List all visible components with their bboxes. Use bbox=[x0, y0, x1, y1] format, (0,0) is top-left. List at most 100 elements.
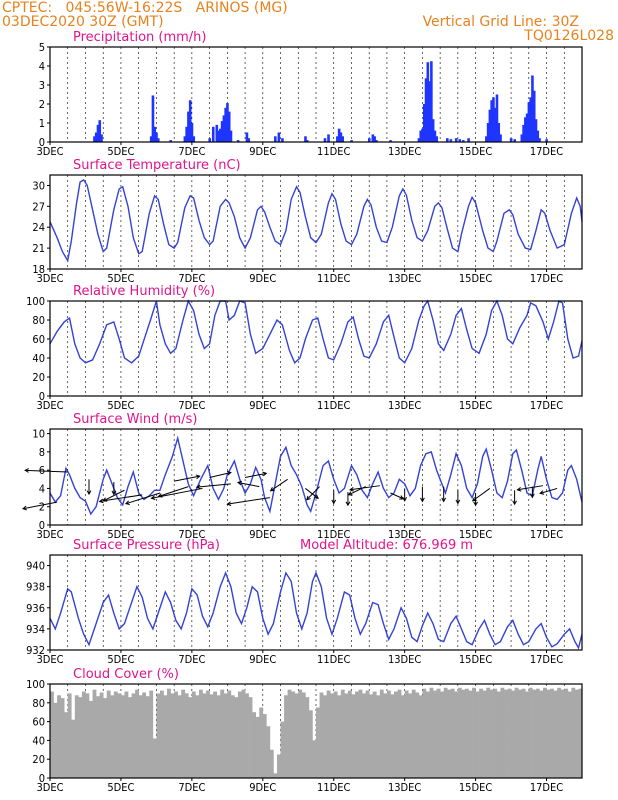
y-tick-label: 24 bbox=[32, 221, 45, 234]
y-tick-label: 2 bbox=[39, 501, 45, 514]
x-tick-label: 9DEC bbox=[249, 781, 276, 794]
precip-bar bbox=[281, 138, 284, 142]
precip-bar bbox=[149, 136, 153, 142]
cloud-bar bbox=[156, 693, 161, 778]
x-tick-label: 3DEC bbox=[36, 272, 63, 285]
cloud-bar bbox=[347, 690, 352, 778]
cloud-bar bbox=[262, 714, 267, 778]
wind-arrow-head bbox=[455, 499, 461, 505]
x-tick-label: 17DEC bbox=[530, 781, 563, 794]
cloud-bar bbox=[92, 689, 97, 778]
cloud-bar bbox=[415, 692, 420, 778]
wind-arrow bbox=[158, 486, 189, 497]
cloud-bar bbox=[344, 693, 349, 778]
wind-arrow bbox=[102, 489, 125, 502]
wind-arrow bbox=[196, 483, 231, 488]
cloud-bar bbox=[177, 695, 182, 778]
y-tick-label: 934 bbox=[26, 623, 45, 636]
precip-title: Precipitation (mm/h) bbox=[73, 30, 206, 45]
cloud-bar bbox=[574, 689, 579, 778]
wind-arrow-head bbox=[150, 495, 156, 500]
cloud-bar bbox=[266, 726, 271, 778]
cloud-bar bbox=[450, 688, 455, 778]
x-tick-label: 3DEC bbox=[36, 781, 63, 794]
cloud-panel: 0 20 40 60 80 100 3DEC 5DEC 7DEC 9DEC 11DEC 13DEC 15… bbox=[26, 667, 583, 794]
precip-bar bbox=[188, 100, 192, 142]
cloud-bar bbox=[234, 697, 239, 778]
cloud-bar bbox=[578, 688, 583, 778]
cloud-bar bbox=[294, 693, 299, 778]
x-tick-label: 7DEC bbox=[178, 528, 205, 541]
wind-arrow-head bbox=[512, 500, 517, 506]
y-tick-label: 10 bbox=[32, 428, 45, 441]
x-tick-label: 15DEC bbox=[459, 781, 492, 794]
wind-arrow bbox=[25, 469, 68, 473]
cloud-bar bbox=[493, 688, 498, 778]
precip-bar bbox=[375, 140, 378, 142]
y-tick-label: 4 bbox=[39, 60, 45, 73]
y-tick-label: 8 bbox=[39, 446, 45, 459]
wind-frame bbox=[49, 428, 583, 526]
y-tick-label: 100 bbox=[26, 678, 45, 691]
x-tick-label: 15DEC bbox=[459, 528, 492, 541]
cloud-bar bbox=[89, 700, 93, 778]
cloud-bar bbox=[379, 689, 384, 778]
cloud-bar bbox=[74, 695, 79, 778]
precip-bar bbox=[220, 121, 224, 142]
cloud-bar bbox=[227, 690, 232, 778]
cloud-bar bbox=[521, 688, 526, 778]
cloud-bar bbox=[50, 691, 54, 778]
x-tick-label: 13DEC bbox=[388, 653, 421, 666]
x-tick-label: 15DEC bbox=[459, 272, 492, 285]
cloud-bar bbox=[301, 692, 306, 778]
precip-bar bbox=[527, 102, 531, 142]
cloud-bar bbox=[142, 692, 147, 778]
precip-bar bbox=[100, 134, 103, 142]
precip-bar bbox=[486, 123, 490, 142]
cloud-bar bbox=[518, 689, 523, 778]
precip-bar bbox=[236, 140, 240, 142]
temp-line bbox=[49, 178, 583, 263]
precip-bar bbox=[368, 138, 371, 142]
wind-arrow-head bbox=[539, 490, 545, 495]
wind-arrow bbox=[237, 481, 260, 488]
y-tick-label: 0 bbox=[39, 519, 45, 532]
x-tick-label: 11DEC bbox=[317, 653, 350, 666]
wind-arrow-head bbox=[269, 487, 275, 492]
cloud-bar bbox=[167, 688, 171, 778]
cloud-bar bbox=[496, 691, 501, 778]
cloud-bar bbox=[443, 687, 448, 778]
cloud-bar bbox=[237, 691, 242, 778]
x-tick-label: 7DEC bbox=[178, 145, 205, 158]
x-tick-label: 15DEC bbox=[459, 399, 492, 412]
precip-bar bbox=[538, 138, 541, 142]
cloud-bar bbox=[553, 690, 558, 778]
pressure-panel: 932 934 936 938 940 3DEC 5DEC 7DEC 9DEC 11DEC 13DE… bbox=[26, 538, 583, 666]
y-tick-label: 40 bbox=[32, 352, 45, 365]
precip-bar bbox=[183, 136, 187, 142]
cloud-bar bbox=[319, 692, 324, 778]
cloud-bar bbox=[255, 716, 260, 778]
cloud-bar bbox=[316, 707, 320, 778]
x-tick-label: 5DEC bbox=[107, 272, 134, 285]
y-tick-label: 80 bbox=[32, 314, 45, 327]
cloud-bar bbox=[120, 695, 125, 778]
cloud-bar bbox=[216, 695, 221, 778]
x-tick-label: 9DEC bbox=[249, 528, 276, 541]
cloud-bar bbox=[284, 695, 288, 778]
precip-bar bbox=[217, 130, 220, 142]
precip-bar bbox=[422, 104, 426, 142]
cloud-bar bbox=[503, 689, 508, 778]
precip-bar bbox=[169, 140, 172, 142]
precip-bar bbox=[520, 134, 524, 142]
wind-arrow-head bbox=[529, 493, 535, 499]
precip-bar bbox=[488, 109, 492, 142]
cloud-bar bbox=[550, 688, 554, 778]
cloud-bar bbox=[96, 696, 100, 778]
wind-line bbox=[49, 435, 583, 516]
x-tick-label: 9DEC bbox=[249, 653, 276, 666]
wind-arrow-head bbox=[195, 484, 201, 490]
cloud-bar bbox=[252, 712, 257, 778]
y-tick-label: 940 bbox=[26, 560, 45, 573]
precip-bar bbox=[430, 61, 433, 142]
